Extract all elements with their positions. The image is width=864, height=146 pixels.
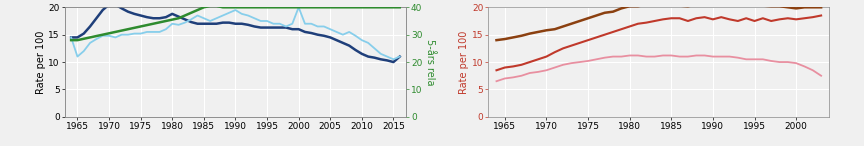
Y-axis label: 5-års rela: 5-års rela [425, 39, 435, 85]
Y-axis label: Rate per 100: Rate per 100 [35, 30, 46, 94]
Y-axis label: Rate per 100: Rate per 100 [459, 30, 469, 94]
